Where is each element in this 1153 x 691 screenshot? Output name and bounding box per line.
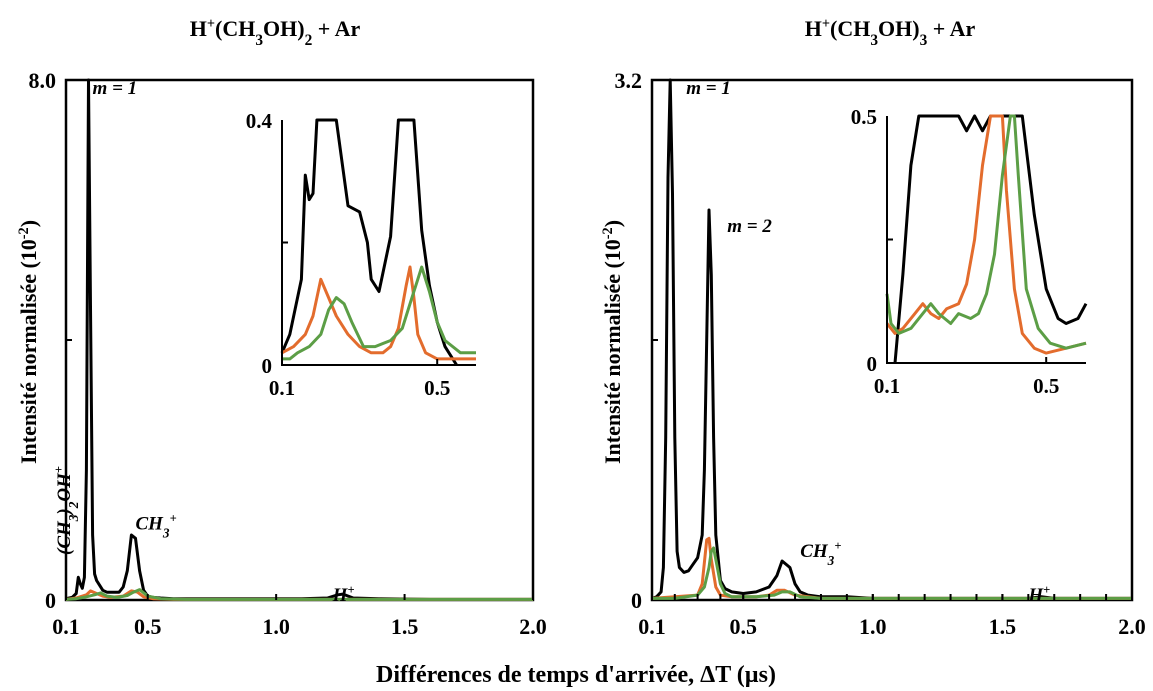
y-tick-label: 0 xyxy=(631,588,642,613)
text-part: (CH xyxy=(54,520,75,555)
annotation-label: CH3+ xyxy=(800,539,841,568)
text-part: 3 xyxy=(255,32,263,49)
text-part: Intensité normalisée (10 xyxy=(16,239,41,464)
text-part: 3 xyxy=(920,32,928,49)
text-part: 3 xyxy=(66,514,81,522)
inset-right: 0.1 0.5 0 0.5 xyxy=(851,105,1088,398)
text-part: OH xyxy=(54,472,75,502)
y-tick-label: 0.5 xyxy=(851,105,877,129)
text-part: + xyxy=(52,466,66,473)
annotation-label: m = 2 xyxy=(727,216,772,237)
text-part: (CH xyxy=(830,16,870,41)
annotation-label: CH3+ xyxy=(135,512,176,541)
text-part: -2 xyxy=(16,227,32,239)
text-part: 3 xyxy=(827,553,835,568)
x-tick-label: 1.0 xyxy=(859,614,887,639)
inset-ticks-right: 0.1 0.5 0 0.5 xyxy=(851,105,1060,398)
annotation-label: H+ xyxy=(1027,583,1050,606)
title-right: H+(CH3OH)3 + Ar xyxy=(805,16,976,49)
y-tick-label: 3.2 xyxy=(615,68,643,93)
text-part: + xyxy=(170,512,177,526)
x-tick-label: 0.1 xyxy=(269,376,295,400)
text-part: (CH xyxy=(215,16,255,41)
text-part: H xyxy=(805,16,822,41)
annotations-left: m = 1(CH3)2OH+CH3+H+ xyxy=(52,78,354,606)
text-part: Intensité normalisée (10 xyxy=(600,239,625,464)
series-line-2 xyxy=(65,588,533,601)
text-part: H xyxy=(190,16,207,41)
text-part: 2 xyxy=(305,32,313,49)
series-line-0 xyxy=(65,78,533,601)
x-tick-label: 0.1 xyxy=(874,374,900,398)
text-part: H xyxy=(332,585,349,606)
annotation-label: H+ xyxy=(332,583,355,606)
ylabel-left: Intensité normalisée (10-2) xyxy=(16,220,41,464)
panel-left: H+(CH3OH)2 + Ar Intensité normalisée (10… xyxy=(16,16,547,639)
annotation-label: m = 1 xyxy=(686,78,731,99)
series-line-2 xyxy=(282,265,476,361)
text-part: + xyxy=(207,16,215,32)
text-part: 2 xyxy=(66,501,81,509)
text-part: 3 xyxy=(162,525,170,540)
plot-left xyxy=(65,78,533,601)
text-part: ) xyxy=(16,220,41,227)
text-part: OH) xyxy=(263,16,305,41)
series-line-0 xyxy=(893,114,1088,364)
x-axis-label: Différences de temps d'arrivée, ΔT (µs) xyxy=(376,662,776,688)
x-tick-label: 2.0 xyxy=(1118,614,1146,639)
text-part: OH) xyxy=(878,16,920,41)
x-tick-label: 1.0 xyxy=(262,614,290,639)
y-tick-label: 8.0 xyxy=(29,68,57,93)
text-part: + xyxy=(822,16,830,32)
y-tick-label: 0 xyxy=(45,588,56,613)
y-tick-label: 0 xyxy=(867,352,878,376)
title-left: H+(CH3OH)2 + Ar xyxy=(190,16,361,49)
inset-frame-left xyxy=(282,120,476,365)
x-tick-label: 2.0 xyxy=(519,614,547,639)
y-tick-label: 0.4 xyxy=(246,109,273,133)
text-part: CH xyxy=(135,514,164,535)
annotation-label: (CH3)2OH+ xyxy=(52,466,81,555)
x-tick-label: 1.5 xyxy=(989,614,1017,639)
text-part: H xyxy=(1027,585,1044,606)
series-line-0 xyxy=(280,118,458,366)
text-part: ) xyxy=(54,508,75,516)
series-line-1 xyxy=(281,265,476,361)
x-tick-label: 0.5 xyxy=(729,614,757,639)
text-part: + Ar xyxy=(927,16,975,41)
text-part: + Ar xyxy=(312,16,360,41)
x-tick-label: 1.5 xyxy=(391,614,419,639)
x-tick-label: 0.5 xyxy=(1033,374,1059,398)
series-line-2 xyxy=(652,546,1132,600)
text-part: -2 xyxy=(600,227,616,239)
inset-plot-left xyxy=(280,118,476,366)
series-line-2 xyxy=(885,114,1087,350)
panel-right: H+(CH3OH)3 + Ar Intensité normalisée (10… xyxy=(600,16,1146,639)
text-part: + xyxy=(834,539,841,553)
text-part: CH xyxy=(800,541,829,562)
inset-frame-right xyxy=(887,116,1086,363)
ylabel-right: Intensité normalisée (10-2) xyxy=(600,220,625,464)
series-line-1 xyxy=(885,114,1087,355)
axes-left: 0.1 0.5 1.0 1.5 2.0 0 8.0 xyxy=(29,68,547,639)
x-tick-label: 0.5 xyxy=(134,614,162,639)
inset-left: 0.1 0.5 0 0.4 xyxy=(246,109,476,400)
x-tick-label: 0.5 xyxy=(424,376,450,400)
text-part: + xyxy=(347,583,354,597)
axes-right: 0.1 0.5 1.0 1.5 2.0 0 3.2 xyxy=(615,68,1146,639)
text-part: 3 xyxy=(870,32,878,49)
inset-ticks-left: 0.1 0.5 0 0.4 xyxy=(246,109,451,400)
y-tick-label: 0 xyxy=(262,354,273,378)
x-tick-label: 0.1 xyxy=(638,614,666,639)
x-tick-label: 0.1 xyxy=(52,614,80,639)
text-part: + xyxy=(1043,583,1050,597)
annotation-label: m = 1 xyxy=(93,78,138,99)
text-part: ) xyxy=(600,220,625,227)
inset-plot-right xyxy=(885,114,1088,364)
